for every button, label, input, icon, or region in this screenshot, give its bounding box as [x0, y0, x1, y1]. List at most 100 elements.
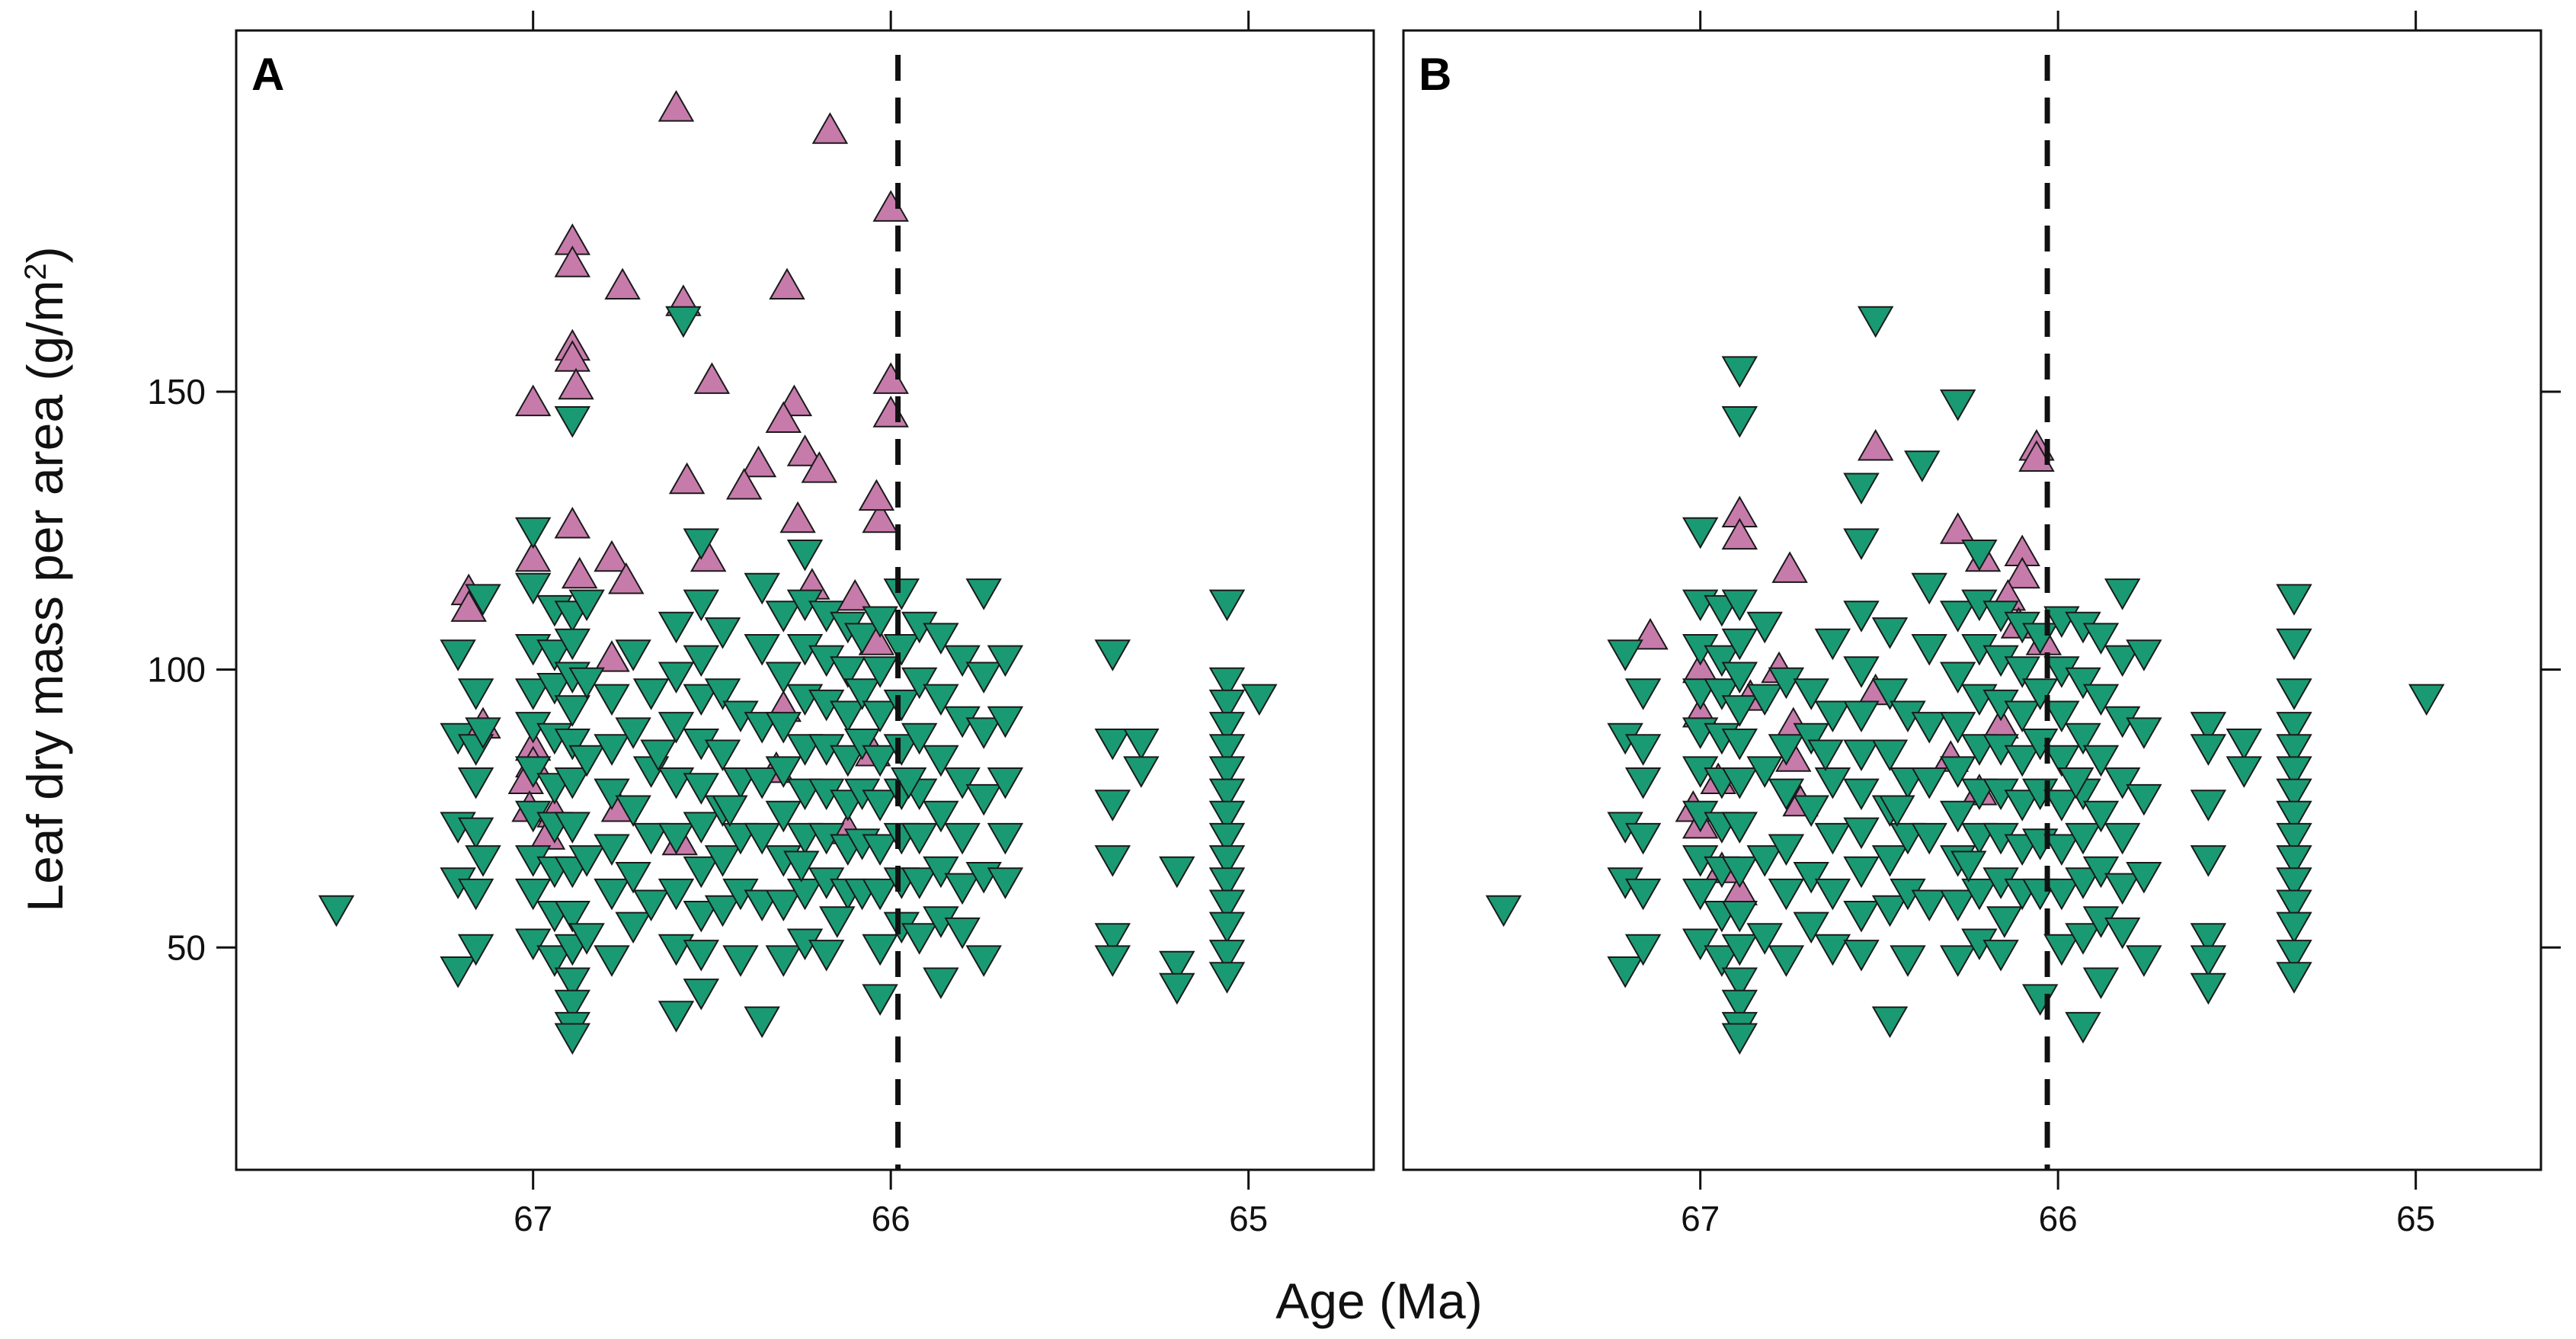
data-point-down-triangle	[1843, 601, 1880, 633]
data-point-down-triangle	[2104, 873, 2141, 905]
data-point-down-triangle	[1768, 667, 1805, 700]
data-point-down-triangle	[1911, 634, 1947, 666]
data-point-down-triangle	[862, 745, 898, 777]
data-point-down-triangle	[2126, 945, 2162, 977]
data-point-down-triangle	[1721, 967, 1758, 1000]
data-point-down-triangle	[1624, 767, 1662, 799]
data-point-down-triangle	[2276, 800, 2312, 833]
data-point-down-triangle	[2104, 645, 2141, 678]
data-point-down-triangle	[843, 729, 881, 761]
data-point-down-triangle	[862, 984, 898, 1016]
data-point-down-triangle	[1721, 628, 1758, 661]
data-point-down-triangle	[2226, 729, 2263, 761]
data-point-down-triangle	[965, 578, 1002, 610]
data-point-down-triangle	[744, 572, 780, 605]
panel-b: 67 66 65 B	[1402, 11, 2561, 1238]
data-point-down-triangle	[2226, 756, 2263, 788]
data-point-down-triangle	[2276, 778, 2312, 811]
data-point-down-triangle	[683, 528, 720, 560]
data-point-down-triangle	[568, 923, 605, 955]
data-point-up-triangle	[769, 267, 805, 300]
data-point-up-triangle	[765, 401, 802, 433]
data-point-up-triangle	[608, 562, 645, 594]
data-point-down-triangle	[1904, 450, 1941, 482]
series-down-triangle	[1485, 306, 2445, 1056]
data-point-down-triangle	[1624, 678, 1662, 710]
data-point-down-triangle	[1871, 895, 1909, 927]
data-point-down-triangle	[1094, 945, 1131, 977]
data-point-down-triangle	[457, 767, 494, 799]
data-point-down-triangle	[2104, 917, 2141, 950]
data-point-down-triangle	[883, 634, 920, 666]
data-point-down-triangle	[554, 901, 591, 933]
data-point-up-triangle	[786, 434, 824, 466]
data-point-down-triangle	[2126, 783, 2162, 816]
data-point-down-triangle	[632, 889, 670, 922]
data-point-down-triangle	[901, 822, 938, 855]
data-point-down-triangle	[615, 862, 651, 894]
data-point-up-triangle	[594, 540, 630, 572]
data-point-down-triangle	[683, 684, 720, 716]
data-point-down-triangle	[1814, 767, 1851, 799]
data-point-down-triangle	[765, 712, 802, 744]
data-point-down-triangle	[1871, 739, 1909, 772]
data-point-down-triangle	[465, 845, 501, 877]
data-point-down-triangle	[1721, 661, 1758, 694]
data-point-down-triangle	[1624, 734, 1662, 766]
data-point-down-triangle	[2043, 700, 2080, 733]
data-point-down-triangle	[1961, 540, 1998, 572]
data-point-down-triangle	[640, 739, 677, 772]
data-point-down-triangle	[665, 306, 702, 338]
data-point-down-triangle	[1768, 878, 1805, 911]
data-point-down-triangle	[1721, 589, 1758, 622]
data-point-down-triangle	[1911, 822, 1947, 855]
data-point-down-triangle	[1871, 1006, 1909, 1039]
y-axis-title: Leaf dry mass per area (g/m2)	[17, 246, 73, 911]
data-point-down-triangle	[683, 979, 720, 1011]
data-point-down-triangle	[1768, 778, 1805, 811]
data-point-down-triangle	[1814, 934, 1851, 966]
data-point-down-triangle	[830, 700, 866, 733]
data-point-down-triangle	[2065, 722, 2101, 755]
data-point-down-triangle	[1607, 639, 1643, 671]
data-point-down-triangle	[883, 578, 920, 610]
data-point-down-triangle	[1607, 956, 1643, 988]
data-point-down-triangle	[1159, 856, 1195, 889]
data-point-down-triangle	[965, 661, 1002, 694]
x-tick-label: 67	[514, 1199, 552, 1238]
data-point-down-triangle	[514, 878, 552, 911]
data-point-down-triangle	[765, 800, 802, 833]
data-point-down-triangle	[658, 712, 695, 744]
data-point-down-triangle	[944, 645, 981, 678]
data-point-down-triangle	[1624, 934, 1662, 966]
y-axis-title-suffix: )	[17, 246, 73, 263]
data-point-down-triangle	[1682, 878, 1719, 911]
data-point-down-triangle	[2082, 745, 2120, 777]
data-point-down-triangle	[2276, 734, 2312, 766]
data-point-down-triangle	[1879, 795, 1915, 828]
data-point-down-triangle	[1208, 667, 1246, 700]
data-point-down-triangle	[965, 945, 1002, 977]
data-point-down-triangle	[594, 945, 630, 977]
x-tick-label: 67	[1681, 1199, 1720, 1238]
data-point-up-triangle	[658, 90, 695, 122]
data-point-up-triangle	[837, 578, 873, 611]
data-point-down-triangle	[1911, 767, 1947, 799]
data-point-down-triangle	[2043, 790, 2080, 822]
data-point-down-triangle	[965, 717, 1002, 749]
data-point-down-triangle	[1704, 945, 1740, 977]
data-point-down-triangle	[465, 717, 501, 749]
data-point-up-triangle	[811, 112, 849, 144]
data-point-down-triangle	[2082, 684, 2120, 716]
data-point-down-triangle	[568, 589, 605, 622]
data-point-down-triangle	[615, 639, 651, 671]
data-point-down-triangle	[465, 584, 501, 616]
data-point-up-triangle	[740, 445, 777, 478]
data-point-down-triangle	[2276, 867, 2312, 899]
data-point-down-triangle	[2190, 734, 2227, 766]
data-point-down-triangle	[457, 817, 494, 850]
data-point-down-triangle	[594, 734, 630, 766]
data-point-down-triangle	[2276, 889, 2312, 922]
data-point-down-triangle	[944, 767, 981, 799]
data-point-down-triangle	[554, 989, 591, 1022]
